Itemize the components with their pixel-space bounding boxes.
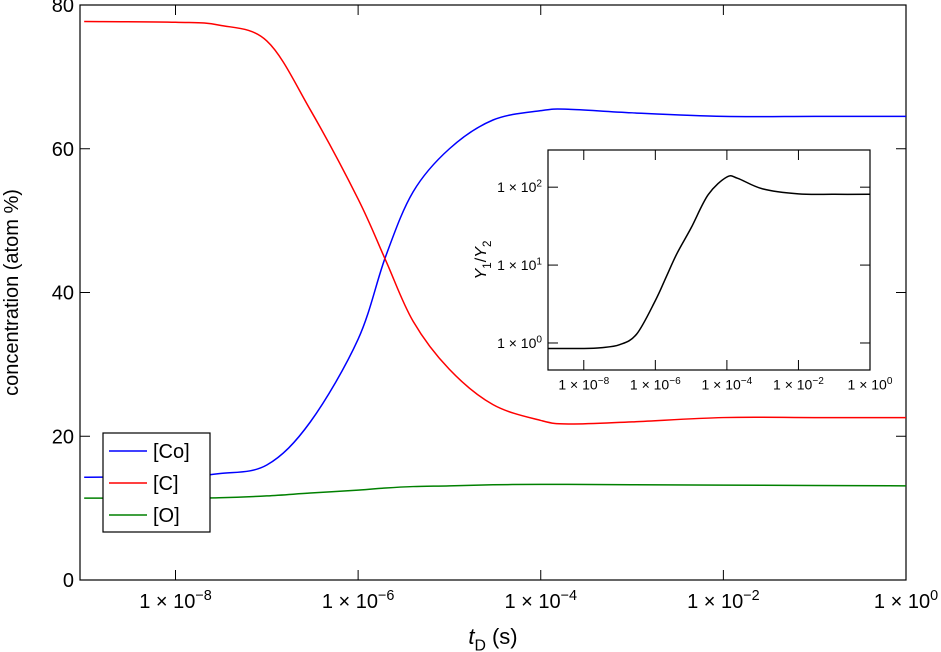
series-line	[84, 483, 907, 499]
tick-exponent: −4	[741, 376, 753, 387]
x-tick-label: 1 × 10−8	[139, 588, 212, 613]
plot-frame	[547, 149, 871, 371]
x-tick-label: 1 × 10−6	[630, 376, 681, 393]
x-tick-label: 1 × 10−8	[558, 376, 609, 393]
tick-base: 1 × 10	[504, 591, 560, 613]
x-tick-label: 1 × 10−2	[773, 376, 824, 393]
x-tick-label: 1 × 10−4	[701, 376, 752, 393]
tick-base: 1 × 10	[139, 591, 195, 613]
tick-base: 1 × 10	[497, 257, 537, 273]
tick-base: 1 × 10	[874, 591, 930, 613]
legend-label: [O]	[153, 505, 180, 527]
legend-label: [Co]	[153, 441, 190, 463]
y-tick-label: 40	[52, 283, 74, 305]
unit: (s)	[492, 624, 518, 649]
x-tick-label: 1 × 10−6	[322, 588, 395, 613]
x-tick-label: 1 × 10−2	[687, 588, 760, 613]
y-axis-label: concentration (atom %)	[1, 189, 23, 396]
tick-base: 1 × 10	[848, 377, 888, 393]
series-line	[547, 174, 871, 350]
x-axis-label: tD​(s)	[468, 624, 517, 652]
tick-exponent: −6	[669, 376, 681, 387]
separator: /	[472, 257, 490, 262]
symbol: Y	[472, 267, 490, 279]
x-tick-label: 1 × 100	[874, 588, 938, 613]
subscript: 1	[482, 262, 494, 268]
series-line	[84, 108, 906, 478]
tick-base: 1 × 10	[687, 591, 743, 613]
symbol: Y	[472, 246, 490, 258]
tick-exponent: −2	[812, 376, 824, 387]
legend-label: [C]	[153, 473, 179, 495]
tick-exponent: −6	[378, 588, 394, 604]
tick-exponent: −8	[598, 376, 610, 387]
tick-exponent: 1	[536, 256, 542, 267]
tick-exponent: −4	[561, 588, 577, 604]
tick-exponent: 0	[536, 334, 542, 345]
y-tick-label: 1 × 101	[497, 256, 542, 273]
tick-base: 1 × 10	[558, 377, 598, 393]
y-tick-label: 20	[52, 426, 74, 448]
tick-base: 1 × 10	[773, 377, 813, 393]
tick-base: 1 × 10	[630, 377, 670, 393]
y-tick-label: 0	[63, 570, 74, 592]
subscript: 2	[482, 241, 494, 247]
tick-exponent: 0	[930, 588, 938, 604]
tick-exponent: −2	[743, 588, 759, 604]
y-tick-label: 1 × 100	[497, 334, 542, 351]
tick-exponent: 2	[536, 178, 542, 189]
series-line	[84, 20, 906, 425]
x-tick-label: 1 × 100	[848, 376, 893, 393]
x-tick-label: 1 × 10−4	[504, 588, 577, 613]
tick-base: 1 × 10	[701, 377, 741, 393]
symbol: t	[468, 624, 475, 649]
y-tick-label: 60	[52, 139, 74, 161]
y-axis-label: Y1​/Y2​	[472, 241, 494, 280]
y-tick-label: 1 × 102	[497, 178, 542, 195]
y-tick-label: 80	[52, 0, 74, 17]
tick-exponent: 0	[887, 376, 893, 387]
tick-exponent: −8	[195, 588, 211, 604]
tick-base: 1 × 10	[322, 591, 378, 613]
tick-base: 1 × 10	[497, 335, 537, 351]
subscript: D	[475, 638, 486, 652]
tick-base: 1 × 10	[497, 179, 537, 195]
